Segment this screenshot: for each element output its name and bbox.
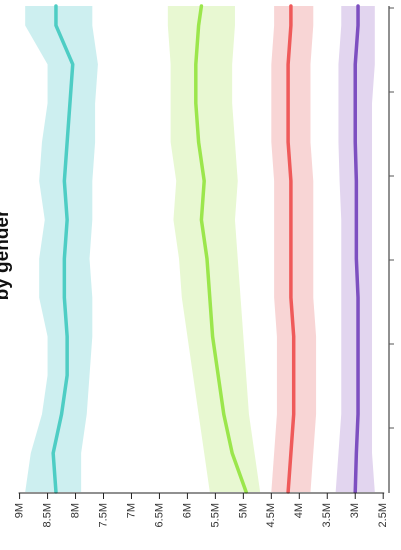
- value-tick-label: 6.5M: [153, 503, 165, 527]
- value-tick-label: 7M: [125, 503, 137, 518]
- value-tick-label: 6M: [181, 503, 193, 518]
- series-2-line: [194, 4, 248, 494]
- value-tick-label: 8.5M: [41, 503, 53, 527]
- series-2-band: [167, 6, 261, 492]
- value-tick-label: 7.5M: [97, 503, 109, 527]
- chart-title: by gender: [0, 209, 13, 300]
- series-3-band: [271, 6, 317, 492]
- value-tick-label: 5.5M: [209, 503, 221, 527]
- value-tick-label: 9M: [14, 503, 26, 518]
- value-tick-label: 4.5M: [265, 503, 277, 527]
- series-1-line: [51, 4, 75, 494]
- series-lines: [51, 4, 360, 494]
- value-axis-ticks: 9M 8.5M 8M 7.5M 7M 6.5M 6M 5.5M 5M 4.5M 4M 3.5M 3M 2.…: [14, 493, 389, 527]
- series-3-line: [286, 4, 296, 494]
- value-tick-label: 4M: [293, 503, 305, 518]
- series-1-band: [25, 6, 98, 492]
- value-tick-label: 8M: [69, 503, 81, 518]
- axes: [18, 6, 394, 494]
- confidence-bands: [25, 6, 375, 492]
- value-tick-label: 3.5M: [321, 503, 333, 527]
- value-tick-label: 3M: [349, 503, 361, 518]
- value-tick-label: 2.5M: [377, 503, 389, 527]
- series-4-line: [353, 4, 360, 494]
- value-tick-label: 5M: [237, 503, 249, 518]
